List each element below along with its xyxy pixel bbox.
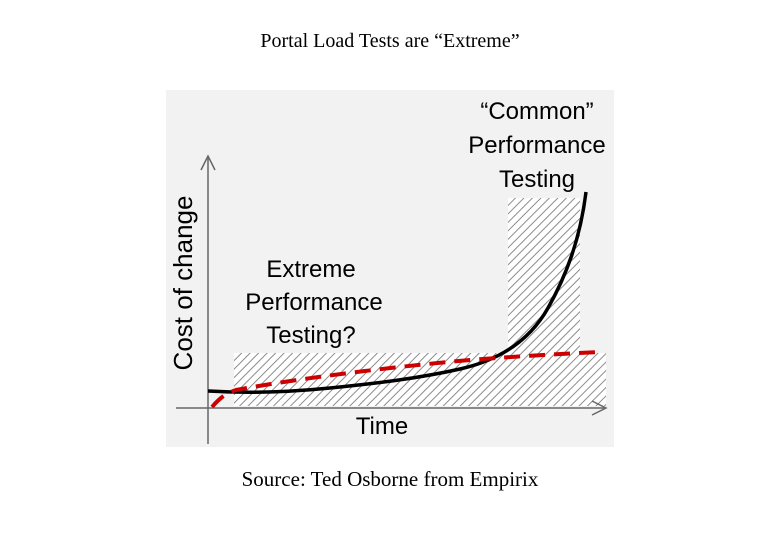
extreme-label-line-3: Testing?: [266, 322, 355, 349]
slide-source: Source: Ted Osborne from Empirix: [241, 467, 539, 491]
traditional-cost-curve: [207, 191, 588, 394]
y-axis-label: Cost of change: [168, 196, 198, 371]
extreme-label-line-2: Performance: [245, 289, 382, 316]
extreme-label-line-1: Extreme: [266, 256, 355, 283]
common-label-line-2: Performance: [468, 132, 605, 159]
extreme-cost-line: [210, 350, 601, 409]
common-label-line-1: “Common”: [480, 98, 593, 125]
common-label-line-3: Testing: [499, 166, 575, 193]
x-axis-arrow: [591, 400, 608, 416]
slide-title: Portal Load Tests are “Extreme”: [260, 30, 520, 52]
x-axis-label: Time: [356, 413, 408, 440]
y-axis-arrow: [200, 154, 216, 171]
